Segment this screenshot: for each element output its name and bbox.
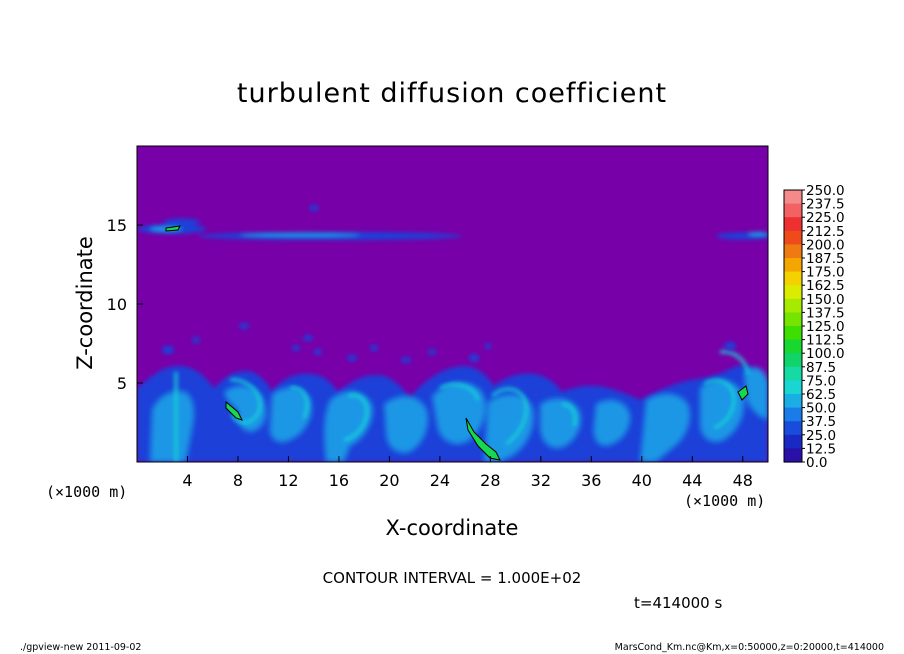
colorbar-label: 162.5 — [806, 278, 845, 294]
colorbar-label: 250.0 — [806, 183, 845, 199]
colorbar-label: 100.0 — [806, 346, 845, 362]
colorbar-label: 0.0 — [806, 455, 827, 471]
colorbar-swatch — [784, 244, 802, 259]
x-tick-label: 44 — [682, 471, 702, 490]
y-tick-label: 5 — [117, 374, 127, 393]
colorbar-label: 187.5 — [806, 251, 845, 267]
colorbar-swatch — [784, 298, 802, 313]
colorbar-label: 200.0 — [806, 237, 845, 253]
x-tick-label: 8 — [233, 471, 243, 490]
colorbar-label: 137.5 — [806, 305, 845, 321]
x-unit-label-right: (×1000 m) — [684, 492, 765, 510]
colorbar-swatch — [784, 339, 802, 354]
colorbar-label: 175.0 — [806, 265, 845, 281]
colorbar-label: 225.0 — [806, 210, 845, 226]
colorbar-swatch — [784, 217, 802, 232]
x-tick-label: 16 — [329, 471, 349, 490]
x-tick-label: 24 — [430, 471, 450, 490]
colorbar-swatch — [784, 190, 802, 205]
colorbar-label: 75.0 — [806, 373, 836, 389]
colorbar-label: 125.0 — [806, 319, 845, 335]
colorbar-swatch — [784, 326, 802, 341]
plot-area — [136, 145, 769, 463]
x-tick-label: 12 — [278, 471, 298, 490]
contour-interval: CONTOUR INTERVAL = 1.000E+02 — [323, 569, 582, 587]
colorbar-swatch — [784, 258, 802, 273]
colorbar: 250.0237.5225.0212.5200.0187.5175.0162.5… — [783, 183, 845, 471]
footer-left: ./gpview-new 2011-09-02 — [20, 642, 141, 653]
x-unit-label-left: (×1000 m) — [46, 483, 127, 501]
colorbar-label: 150.0 — [806, 292, 845, 308]
chart-title: turbulent diffusion coefficient — [237, 78, 667, 109]
heatmap-field — [137, 205, 768, 462]
colorbar-label: 212.5 — [806, 224, 845, 240]
y-tick-label: 15 — [107, 216, 127, 235]
colorbar-label: 112.5 — [806, 333, 845, 349]
colorbar-swatch — [784, 312, 802, 327]
colorbar-swatch — [784, 380, 802, 395]
colorbar-swatch — [784, 407, 802, 422]
colorbar-label: 237.5 — [806, 197, 845, 213]
x-tick-label: 32 — [531, 471, 551, 490]
colorbar-label: 62.5 — [806, 387, 836, 403]
colorbar-swatch — [784, 448, 802, 463]
colorbar-label: 50.0 — [806, 401, 836, 417]
colorbar-swatch — [784, 366, 802, 381]
colorbar-swatch — [784, 353, 802, 368]
footer-right: MarsCond_Km.nc@Km,x=0:50000,z=0:20000,t=… — [615, 642, 884, 653]
colorbar-swatch — [784, 394, 802, 409]
colorbar-swatch — [784, 203, 802, 218]
x-tick-label: 48 — [733, 471, 753, 490]
peak-regions — [165, 225, 749, 461]
colorbar-swatch — [784, 285, 802, 300]
scattered-blobs — [162, 205, 736, 363]
time-stamp: t=414000 s — [634, 594, 722, 612]
turbulent-layer-high — [174, 350, 750, 462]
y-axis-label: Z-coordinate — [73, 236, 97, 370]
colorbar-label: 25.0 — [806, 428, 836, 444]
colorbar-label: 87.5 — [806, 360, 836, 376]
y-axis: 5 10 15 — [107, 216, 143, 393]
colorbar-swatch — [784, 230, 802, 245]
x-tick-label: 28 — [480, 471, 500, 490]
colorbar-swatch — [784, 421, 802, 436]
upper-layer — [138, 218, 768, 240]
colorbar-label: 12.5 — [806, 441, 836, 457]
colorbar-label: 37.5 — [806, 414, 836, 430]
y-tick-label: 10 — [107, 295, 127, 314]
colorbar-swatch — [784, 434, 802, 449]
x-axis: 4 8 12 16 20 24 28 32 36 40 44 48 — [182, 456, 753, 490]
x-tick-label: 20 — [379, 471, 399, 490]
x-tick-label: 36 — [581, 471, 601, 490]
x-axis-label: X-coordinate — [386, 516, 519, 540]
x-tick-label: 4 — [182, 471, 192, 490]
x-tick-label: 40 — [632, 471, 652, 490]
colorbar-swatch — [784, 271, 802, 286]
